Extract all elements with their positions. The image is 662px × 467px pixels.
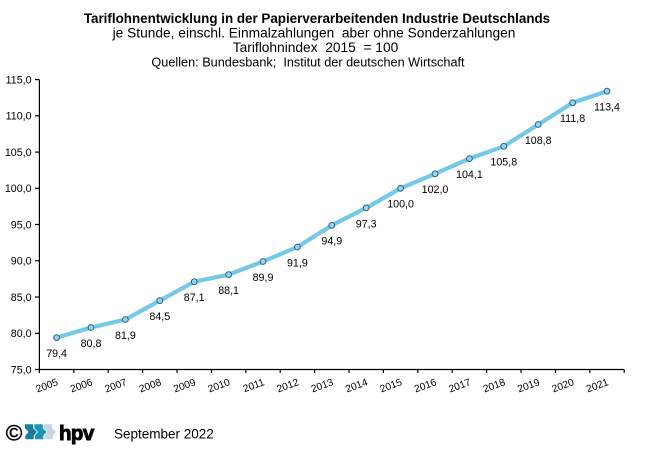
- svg-text:79,4: 79,4: [46, 348, 67, 360]
- svg-text:2013: 2013: [310, 377, 335, 395]
- svg-text:88,1: 88,1: [218, 285, 239, 297]
- svg-text:2012: 2012: [275, 377, 300, 395]
- svg-text:100,0: 100,0: [5, 183, 32, 195]
- svg-text:91,9: 91,9: [287, 257, 308, 269]
- svg-text:100,0: 100,0: [387, 199, 414, 211]
- svg-text:115,0: 115,0: [6, 74, 32, 86]
- svg-text:108,8: 108,8: [525, 135, 552, 147]
- svg-text:105,8: 105,8: [490, 157, 517, 169]
- svg-text:2020: 2020: [551, 377, 576, 395]
- svg-text:110,0: 110,0: [6, 111, 32, 123]
- svg-text:2005: 2005: [35, 377, 60, 395]
- svg-text:97,3: 97,3: [356, 218, 377, 230]
- svg-text:2008: 2008: [138, 377, 163, 395]
- svg-text:2006: 2006: [69, 377, 94, 395]
- svg-text:80,0: 80,0: [11, 328, 32, 340]
- svg-text:87,1: 87,1: [184, 292, 205, 304]
- svg-text:89,9: 89,9: [253, 272, 274, 284]
- svg-text:2017: 2017: [447, 377, 472, 395]
- svg-text:2009: 2009: [172, 377, 197, 395]
- svg-text:2015: 2015: [379, 377, 404, 395]
- svg-text:2010: 2010: [207, 377, 232, 395]
- svg-text:2019: 2019: [516, 377, 541, 395]
- svg-text:111,8: 111,8: [560, 113, 585, 125]
- svg-text:75,0: 75,0: [11, 364, 32, 376]
- svg-text:90,0: 90,0: [11, 256, 32, 268]
- svg-text:Tariflohnentwicklung in der Pa: Tariflohnentwicklung in der Papierverarb…: [84, 11, 550, 26]
- svg-text:105,0: 105,0: [5, 147, 32, 159]
- svg-text:94,9: 94,9: [321, 236, 342, 248]
- svg-text:Quellen: Bundesbank; Institut: Quellen: Bundesbank; Institut der deutsc…: [151, 56, 465, 70]
- svg-text:hpv: hpv: [59, 422, 95, 445]
- svg-text:Tariflohnindex 2015 = 100: Tariflohnindex 2015 = 100: [233, 40, 399, 55]
- svg-text:2018: 2018: [482, 377, 507, 395]
- svg-text:je Stunde, einschl. Einmalzahl: je Stunde, einschl. Einmalzahlungen aber…: [112, 26, 516, 41]
- svg-text:©: ©: [6, 420, 23, 445]
- svg-text:2021: 2021: [585, 377, 610, 395]
- svg-text:85,0: 85,0: [11, 292, 32, 304]
- svg-text:102,0: 102,0: [422, 184, 449, 196]
- svg-text:2011: 2011: [242, 377, 267, 395]
- svg-text:80,8: 80,8: [81, 338, 102, 350]
- svg-text:84,5: 84,5: [149, 311, 170, 323]
- svg-text:95,0: 95,0: [11, 219, 32, 231]
- svg-text:113,4: 113,4: [594, 102, 620, 114]
- svg-text:2016: 2016: [413, 377, 438, 395]
- svg-text:September 2022: September 2022: [114, 427, 214, 442]
- svg-text:81,9: 81,9: [115, 330, 136, 342]
- svg-text:2007: 2007: [103, 377, 128, 395]
- svg-text:2014: 2014: [344, 377, 369, 395]
- svg-text:104,1: 104,1: [456, 169, 483, 181]
